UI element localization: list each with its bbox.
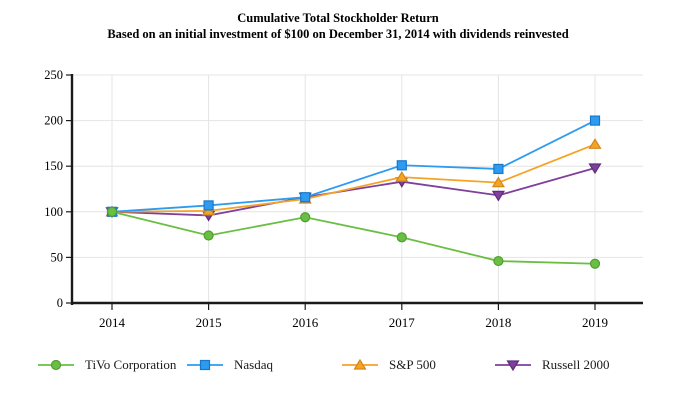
chart-title: Cumulative Total Stockholder Return: [237, 11, 439, 25]
square-marker-icon: [396, 160, 407, 171]
circle-marker-icon: [300, 212, 311, 223]
x-tick-label: 2014: [99, 315, 126, 330]
plot-svg: 0 50 100 150 200 250 2014 2015 2016 2017 2018 2019: [44, 68, 643, 330]
triangle-down-marker-icon: [491, 190, 505, 202]
square-marker-icon: [493, 163, 504, 175]
y-tick-label: 100: [44, 205, 63, 219]
legend-label: Nasdaq: [234, 357, 273, 372]
legend-label: TiVo Corporation: [85, 357, 177, 372]
x-tick-label: 2018: [485, 315, 511, 330]
x-tick-label: 2017: [389, 315, 416, 330]
circle-marker-icon: [203, 230, 214, 241]
circle-marker-icon: [589, 258, 601, 269]
legend-marker-nasdaq-icon: [187, 359, 223, 371]
triangle-down-marker-icon: [588, 163, 602, 175]
x-tick-label: 2016: [292, 315, 319, 330]
series-line: [111, 167, 596, 217]
triangle-up-marker-icon: [588, 138, 602, 149]
triangle-up-marker-icon: [491, 176, 505, 188]
series-line: [111, 143, 596, 213]
y-tick-label: 250: [44, 68, 63, 82]
y-tick-label: 0: [57, 296, 63, 310]
series-tivo-corporation: [106, 206, 601, 269]
legend-marker-russell-2000-icon: [495, 360, 531, 372]
legend-marker-tivo-corporation-icon: [38, 359, 74, 371]
plot-area: 0 50 100 150 200 250 2014 2015 2016 2017 2018 2019: [44, 68, 643, 330]
legend-label: Russell 2000: [542, 357, 610, 372]
series-s-p-500: [105, 138, 602, 217]
chart-subtitle: Based on an initial investment of $100 o…: [107, 27, 569, 41]
legend-marker-s-p-500-icon: [342, 358, 378, 370]
circle-marker-icon: [396, 232, 407, 243]
x-tick-label: 2019: [582, 315, 608, 330]
legend-item-russell-2000: Russell 2000: [494, 356, 610, 374]
square-marker-icon: [589, 115, 601, 126]
x-tick-label: 2015: [196, 315, 222, 330]
circle-marker-icon: [493, 255, 504, 267]
legend-item-tivo-corporation: TiVo Corporation: [37, 356, 176, 374]
legend-label: S&P 500: [389, 357, 436, 372]
square-marker-icon: [199, 359, 211, 371]
y-tick-label: 200: [44, 114, 63, 128]
series-line: [111, 210, 596, 265]
circle-marker-icon: [106, 206, 118, 217]
chart-legend: TiVo Corporation Nasdaq S&P 500 Russell 200…: [0, 356, 676, 378]
legend-item-nasdaq: Nasdaq: [186, 356, 273, 374]
y-tick-label: 150: [44, 159, 63, 173]
square-marker-icon: [300, 192, 311, 203]
square-marker-icon: [203, 200, 214, 211]
triangle-down-marker-icon: [506, 360, 520, 372]
legend-item-s-p-500: S&P 500: [341, 356, 436, 374]
circle-marker-icon: [50, 359, 62, 371]
series-line: [111, 119, 596, 213]
y-tick-label: 50: [51, 250, 64, 264]
triangle-up-marker-icon: [395, 170, 409, 182]
triangle-up-marker-icon: [353, 358, 367, 370]
